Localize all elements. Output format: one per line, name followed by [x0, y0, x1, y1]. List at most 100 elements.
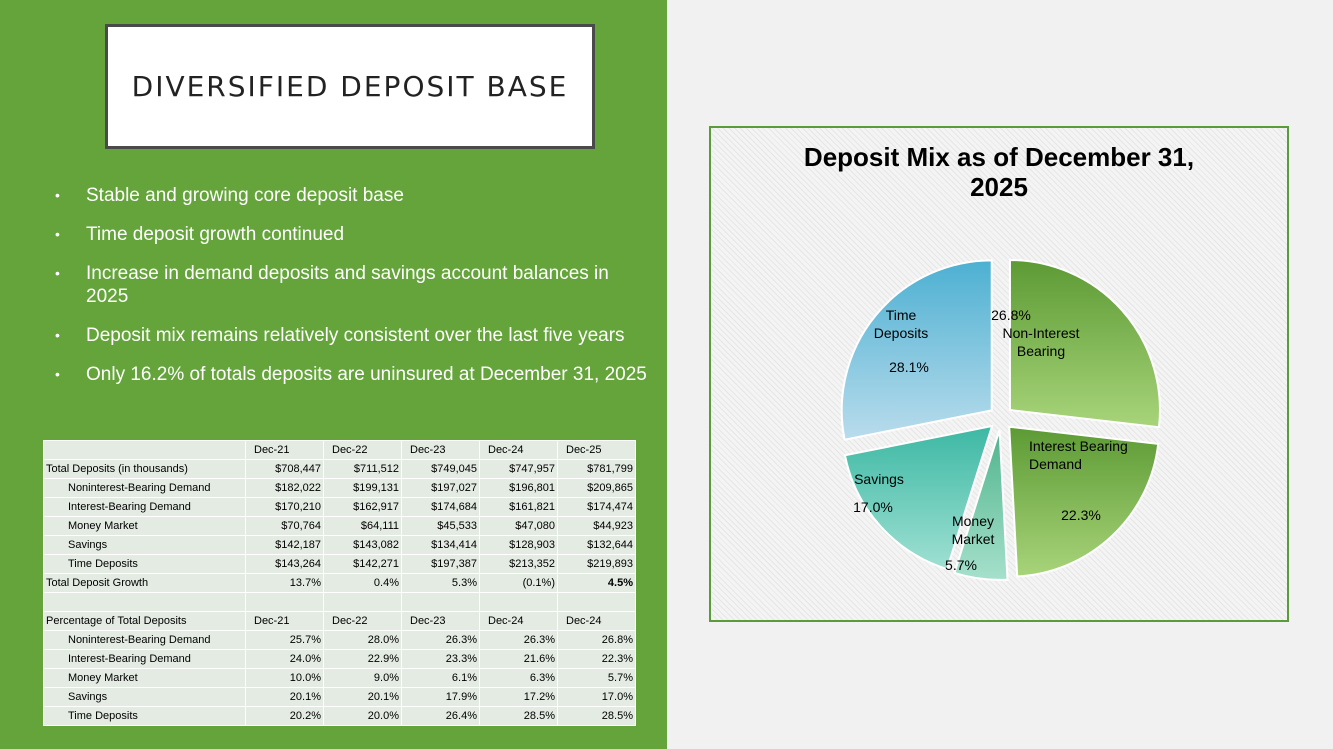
deposit-table: Dec-21 Dec-22 Dec-23 Dec-24 Dec-25 Total Depo…	[43, 440, 636, 726]
table-cell: 20.0%	[323, 706, 402, 726]
table-cell: $197,027	[401, 478, 480, 498]
bullet-item: Only 16.2% of totals deposits are uninsu…	[55, 363, 655, 386]
table-cell: $170,210	[245, 497, 324, 517]
table-cell: $219,893	[557, 554, 636, 574]
table-cell	[245, 592, 324, 612]
table-row: Total Deposits (in thousands) $708,447 $71…	[43, 459, 636, 479]
table-cell: $142,271	[323, 554, 402, 574]
table-cell: $174,474	[557, 497, 636, 517]
table-cell: $197,387	[401, 554, 480, 574]
table-cell: Dec-22	[323, 611, 402, 631]
table-cell	[479, 592, 558, 612]
table-cell: 6.3%	[479, 668, 558, 688]
table-cell: 24.0%	[245, 649, 324, 669]
table-row: Interest-Bearing Demand 24.0% 22.9% 23.3% 21…	[43, 649, 636, 669]
table-cell: $182,022	[245, 478, 324, 498]
table-row: Noninterest-Bearing Demand 25.7% 28.0% 26.3…	[43, 630, 636, 650]
table-cell: 17.9%	[401, 687, 480, 707]
table-cell: $142,187	[245, 535, 324, 555]
pie-slice-interest-bearing-demand	[1008, 425, 1160, 578]
slice-value-label: 17.0%	[853, 499, 893, 515]
table-cell: $781,799	[557, 459, 636, 479]
table-cell: 21.6%	[479, 649, 558, 669]
table-header-row: Percentage of Total Deposits Dec-21 Dec-22…	[43, 611, 636, 631]
table-cell: 0.4%	[323, 573, 402, 593]
table-row: Money Market 10.0% 9.0% 6.1% 6.3% 5.7%	[43, 668, 636, 688]
table-cell: 28.0%	[323, 630, 402, 650]
table-cell: 13.7%	[245, 573, 324, 593]
slice-name-label: Time Deposits	[874, 307, 928, 341]
table-cell: 4.5%	[557, 573, 636, 593]
row-label: Interest-Bearing Demand	[43, 649, 246, 669]
row-label: Percentage of Total Deposits	[43, 611, 246, 631]
table-cell: $209,865	[557, 478, 636, 498]
table-row: Total Deposit Growth 13.7% 0.4% 5.3% (0.1%) 4…	[43, 573, 636, 593]
table-cell: 17.2%	[479, 687, 558, 707]
table-cell	[557, 592, 636, 612]
row-label: Money Market	[43, 516, 246, 536]
table-cell: Dec-24	[479, 440, 558, 460]
row-label	[43, 440, 246, 460]
slice-name-label: Interest Bearing Demand	[1029, 438, 1128, 472]
table-cell: 20.2%	[245, 706, 324, 726]
table-cell: 22.9%	[323, 649, 402, 669]
bullet-item: Deposit mix remains relatively consisten…	[55, 324, 655, 347]
table-cell	[323, 592, 402, 612]
table-cell: $162,917	[323, 497, 402, 517]
table-cell: $199,131	[323, 478, 402, 498]
table-cell: $143,082	[323, 535, 402, 555]
table-spacer-row	[43, 592, 636, 612]
table-cell: $174,684	[401, 497, 480, 517]
table-cell: Dec-24	[479, 611, 558, 631]
table-row: Time Deposits $143,264 $142,271 $197,387 $21…	[43, 554, 636, 574]
row-label: Total Deposit Growth	[43, 573, 246, 593]
table-cell: 26.3%	[401, 630, 480, 650]
table-cell: 26.4%	[401, 706, 480, 726]
table-cell: $47,080	[479, 516, 558, 536]
pie-slice-non-interest-bearing	[1008, 259, 1161, 429]
table-cell: Dec-23	[401, 440, 480, 460]
table-cell: $143,264	[245, 554, 324, 574]
table-cell: 20.1%	[245, 687, 324, 707]
table-cell: 26.3%	[479, 630, 558, 650]
row-label: Noninterest-Bearing Demand	[43, 630, 246, 650]
slice-name-label: Money Market	[952, 513, 995, 547]
table-cell: Dec-25	[557, 440, 636, 460]
slice-value-label: 5.7%	[945, 557, 977, 573]
bullet-list: Stable and growing core deposit base Tim…	[55, 184, 655, 402]
table-cell: $749,045	[401, 459, 480, 479]
pie-slice-money-market	[953, 429, 1009, 581]
bullet-item: Time deposit growth continued	[55, 223, 655, 246]
pie-chart-frame: Deposit Mix as of December 31, 2025 Non-I…	[709, 126, 1289, 622]
table-cell: $161,821	[479, 497, 558, 517]
table-cell: $196,801	[479, 478, 558, 498]
table-row: Savings 20.1% 20.1% 17.9% 17.2% 17.0%	[43, 687, 636, 707]
table-cell: 10.0%	[245, 668, 324, 688]
table-cell: $747,957	[479, 459, 558, 479]
row-label: Savings	[43, 687, 246, 707]
table-cell: $134,414	[401, 535, 480, 555]
row-label: Noninterest-Bearing Demand	[43, 478, 246, 498]
bullet-item: Stable and growing core deposit base	[55, 184, 655, 207]
chart-title: Deposit Mix as of December 31, 2025	[803, 142, 1195, 202]
table-cell: 26.8%	[557, 630, 636, 650]
table-cell: Dec-21	[245, 611, 324, 631]
slide-title-box: DIVERSIFIED DEPOSIT BASE	[105, 24, 595, 149]
row-label: Interest-Bearing Demand	[43, 497, 246, 517]
table-header-row: Dec-21 Dec-22 Dec-23 Dec-24 Dec-25	[43, 440, 636, 460]
table-cell	[43, 592, 246, 612]
table-cell: $128,903	[479, 535, 558, 555]
table-row: Noninterest-Bearing Demand $182,022 $199,1…	[43, 478, 636, 498]
table-cell: $711,512	[323, 459, 402, 479]
table-cell: 25.7%	[245, 630, 324, 650]
table-cell: 5.7%	[557, 668, 636, 688]
row-label: Savings	[43, 535, 246, 555]
slice-name-label: Savings	[854, 471, 904, 487]
row-label: Time Deposits	[43, 706, 246, 726]
pie-slice-time-deposits	[840, 259, 993, 441]
table-cell: 28.5%	[557, 706, 636, 726]
table-cell	[401, 592, 480, 612]
slice-name-label: Non-Interest Bearing	[1002, 325, 1079, 359]
table-row: Interest-Bearing Demand $170,210 $162,917 $…	[43, 497, 636, 517]
table-cell: $44,923	[557, 516, 636, 536]
